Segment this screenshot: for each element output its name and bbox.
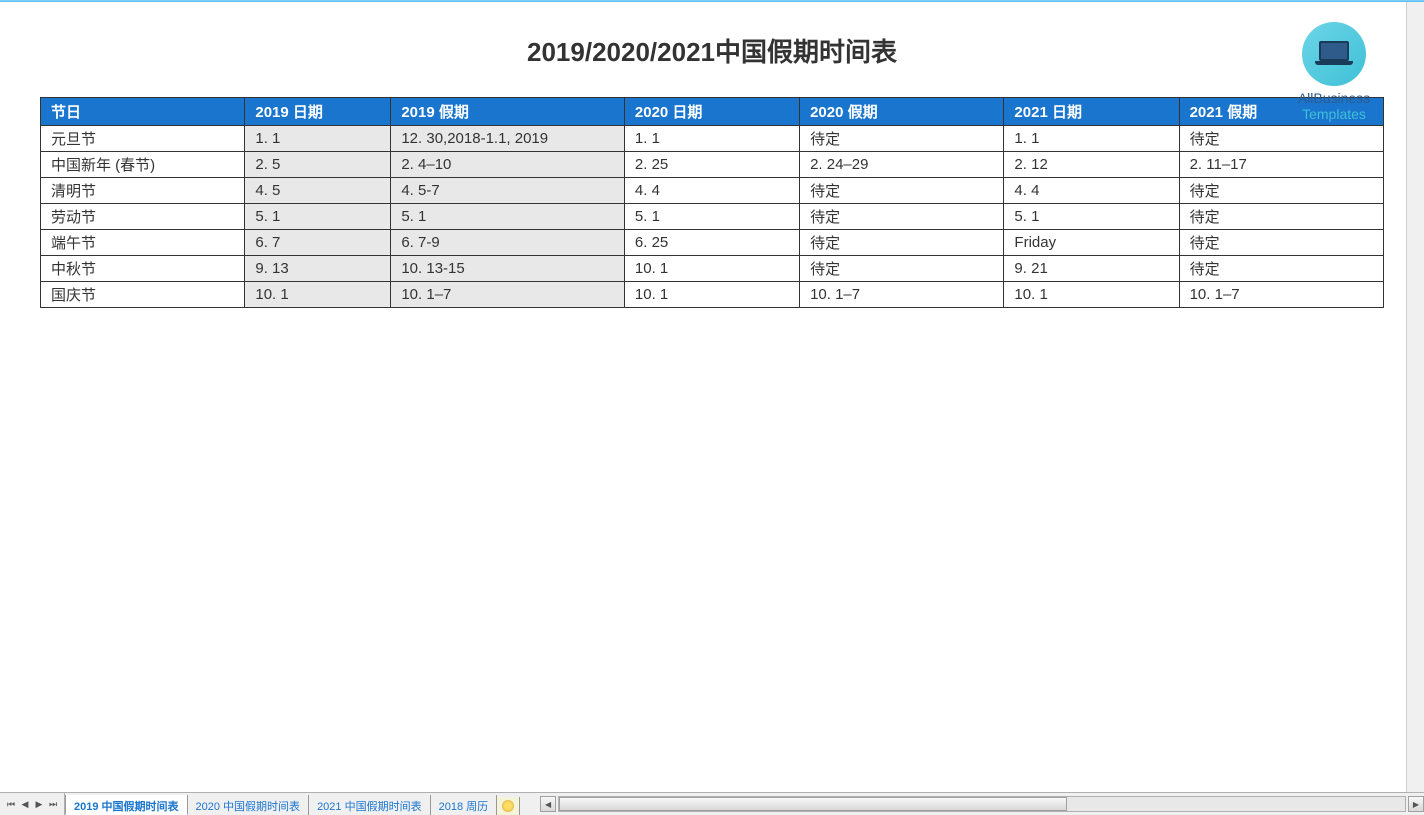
tab-nav-next-icon[interactable]: ▶ <box>32 796 46 812</box>
hscroll-thumb[interactable] <box>559 797 1067 811</box>
table-cell[interactable]: 4. 4 <box>624 178 799 204</box>
tab-nav-prev-icon[interactable]: ◀ <box>18 796 32 812</box>
add-sheet-icon <box>502 800 514 812</box>
tab-nav-group: ⏮ ◀ ▶ ⏭ <box>0 793 65 815</box>
sheet-tab[interactable]: 2020 中国假期时间表 <box>187 795 310 815</box>
hscroll-left-icon[interactable]: ◀ <box>540 796 556 812</box>
table-cell[interactable]: 6. 25 <box>624 230 799 256</box>
table-header-cell: 2019 日期 <box>245 98 391 126</box>
table-cell[interactable]: 待定 <box>800 230 1004 256</box>
table-cell[interactable]: 2. 24–29 <box>800 152 1004 178</box>
vertical-scroll-gutter <box>1406 2 1424 792</box>
table-cell[interactable]: 5. 1 <box>391 204 625 230</box>
table-cell[interactable]: 10. 1–7 <box>800 282 1004 308</box>
sheet-tab[interactable]: 2021 中国假期时间表 <box>308 795 431 815</box>
table-row: 国庆节10. 110. 1–710. 110. 1–710. 110. 1–7 <box>41 282 1384 308</box>
table-cell[interactable]: 5. 1 <box>245 204 391 230</box>
table-row: 元旦节1. 112. 30,2018-1.1, 20191. 1待定1. 1待定 <box>41 126 1384 152</box>
table-cell[interactable]: 6. 7-9 <box>391 230 625 256</box>
table-cell[interactable]: 10. 1–7 <box>391 282 625 308</box>
table-cell[interactable]: 10. 1 <box>1004 282 1179 308</box>
table-header-cell: 节日 <box>41 98 245 126</box>
table-row: 劳动节5. 15. 15. 1待定5. 1待定 <box>41 204 1384 230</box>
table-cell[interactable]: 4. 5 <box>245 178 391 204</box>
table-header-cell: 2021 日期 <box>1004 98 1179 126</box>
table-row: 中国新年 (春节)2. 52. 4–102. 252. 24–292. 122.… <box>41 152 1384 178</box>
tab-nav-last-icon[interactable]: ⏭ <box>46 796 60 812</box>
table-cell[interactable]: 待定 <box>1179 204 1383 230</box>
table-header-row: 节日2019 日期2019 假期2020 日期2020 假期2021 日期202… <box>41 98 1384 126</box>
table-cell[interactable]: 10. 1 <box>624 256 799 282</box>
table-cell[interactable]: 待定 <box>800 126 1004 152</box>
brand-logo: AllBusiness Templates <box>1274 22 1394 122</box>
table-cell[interactable]: 端午节 <box>41 230 245 256</box>
table-header-cell: 2019 假期 <box>391 98 625 126</box>
tab-nav-first-icon[interactable]: ⏮ <box>4 796 18 812</box>
table-cell[interactable]: 9. 21 <box>1004 256 1179 282</box>
table-cell[interactable]: 5. 1 <box>624 204 799 230</box>
table-cell[interactable]: 10. 1 <box>245 282 391 308</box>
table-cell[interactable]: 2. 4–10 <box>391 152 625 178</box>
table-cell[interactable]: 中秋节 <box>41 256 245 282</box>
table-cell[interactable]: 待定 <box>800 178 1004 204</box>
logo-icon <box>1302 22 1366 86</box>
table-cell[interactable]: 中国新年 (春节) <box>41 152 245 178</box>
table-cell[interactable]: 国庆节 <box>41 282 245 308</box>
horizontal-scroll-region: ◀ ▶ <box>540 793 1424 815</box>
table-cell[interactable]: 1. 1 <box>245 126 391 152</box>
table-cell[interactable]: 6. 7 <box>245 230 391 256</box>
table-cell[interactable]: 待定 <box>1179 126 1383 152</box>
table-row: 端午节6. 76. 7-96. 25待定Friday待定 <box>41 230 1384 256</box>
logo-text-line1: AllBusiness <box>1274 90 1394 106</box>
table-cell[interactable]: 待定 <box>1179 230 1383 256</box>
table-cell[interactable]: 12. 30,2018-1.1, 2019 <box>391 126 625 152</box>
table-cell[interactable]: 5. 1 <box>1004 204 1179 230</box>
table-cell[interactable]: Friday <box>1004 230 1179 256</box>
table-cell[interactable]: 10. 1–7 <box>1179 282 1383 308</box>
holiday-table: 节日2019 日期2019 假期2020 日期2020 假期2021 日期202… <box>40 97 1384 308</box>
table-cell[interactable]: 2. 12 <box>1004 152 1179 178</box>
table-row: 中秋节9. 1310. 13-1510. 1待定9. 21待定 <box>41 256 1384 282</box>
table-cell[interactable]: 待定 <box>1179 256 1383 282</box>
table-cell[interactable]: 清明节 <box>41 178 245 204</box>
add-sheet-button[interactable] <box>496 797 520 815</box>
logo-text-line2: Templates <box>1274 106 1394 122</box>
table-cell[interactable]: 1. 1 <box>1004 126 1179 152</box>
table-cell[interactable]: 4. 4 <box>1004 178 1179 204</box>
table-cell[interactable]: 待定 <box>1179 178 1383 204</box>
table-cell[interactable]: 2. 5 <box>245 152 391 178</box>
table-cell[interactable]: 1. 1 <box>624 126 799 152</box>
sheet-tabs-list: 2019 中国假期时间表2020 中国假期时间表2021 中国假期时间表2018… <box>65 793 520 815</box>
table-cell[interactable]: 10. 13-15 <box>391 256 625 282</box>
table-cell[interactable]: 2. 25 <box>624 152 799 178</box>
hscroll-right-icon[interactable]: ▶ <box>1408 796 1424 812</box>
table-row: 清明节4. 54. 5-74. 4待定4. 4待定 <box>41 178 1384 204</box>
table-cell[interactable]: 待定 <box>800 256 1004 282</box>
table-cell[interactable]: 劳动节 <box>41 204 245 230</box>
spreadsheet-content: AllBusiness Templates 2019/2020/2021中国假期… <box>0 2 1424 792</box>
table-cell[interactable]: 待定 <box>800 204 1004 230</box>
sheet-tab[interactable]: 2018 周历 <box>430 795 498 815</box>
sheet-tab-bar: ⏮ ◀ ▶ ⏭ 2019 中国假期时间表2020 中国假期时间表2021 中国假… <box>0 792 1424 815</box>
table-cell[interactable]: 10. 1 <box>624 282 799 308</box>
table-cell[interactable]: 9. 13 <box>245 256 391 282</box>
table-header-cell: 2020 假期 <box>800 98 1004 126</box>
sheet-tab[interactable]: 2019 中国假期时间表 <box>65 795 188 815</box>
table-cell[interactable]: 4. 5-7 <box>391 178 625 204</box>
table-header-cell: 2020 日期 <box>624 98 799 126</box>
page-title: 2019/2020/2021中国假期时间表 <box>40 32 1384 69</box>
table-cell[interactable]: 2. 11–17 <box>1179 152 1383 178</box>
horizontal-scrollbar[interactable] <box>558 796 1406 812</box>
table-cell[interactable]: 元旦节 <box>41 126 245 152</box>
